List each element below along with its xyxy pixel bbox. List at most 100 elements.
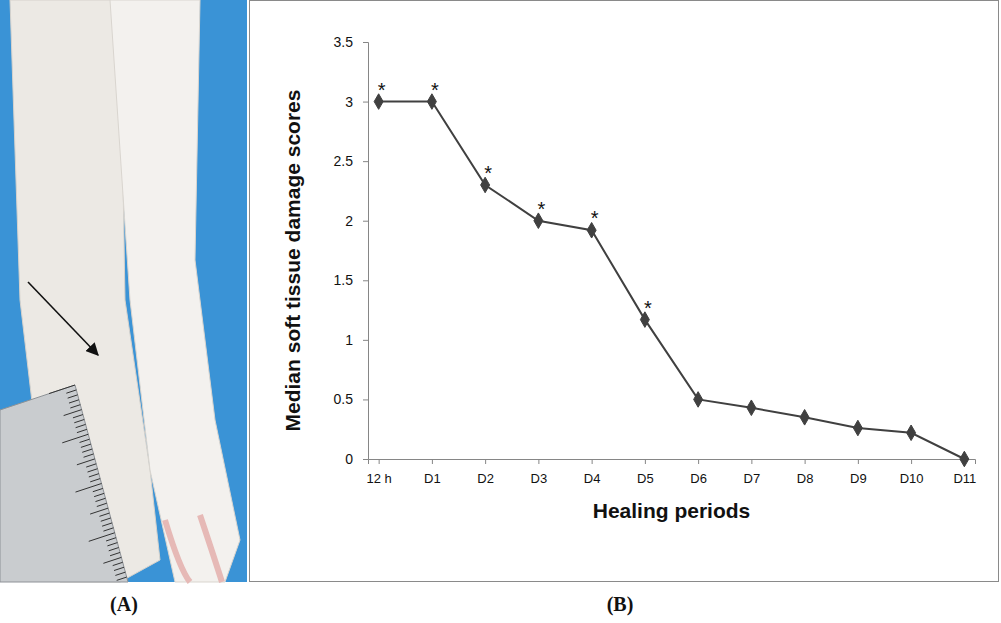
y-axis-line (363, 43, 369, 460)
point-marker (747, 400, 756, 416)
significance-mark: * (378, 79, 386, 101)
significance-mark: * (484, 162, 492, 184)
x-tick: D2 (477, 459, 494, 486)
x-tick: D8 (797, 459, 814, 486)
x-tick-mark (379, 459, 380, 464)
x-tick-mark (485, 459, 486, 464)
x-tick: D5 (637, 459, 654, 486)
ruler (0, 385, 128, 582)
x-tick: D6 (690, 459, 707, 486)
ruler-tick (74, 419, 84, 422)
x-tick-mark (751, 459, 752, 464)
x-tick-mark (645, 459, 646, 464)
ruler-tick (86, 464, 96, 467)
panel-label: (A) (110, 593, 138, 616)
leg-right (110, 0, 240, 582)
x-tick-mark (432, 459, 433, 464)
y-tick: 3 (345, 94, 368, 110)
ruler-tick (95, 498, 105, 501)
arrow (28, 282, 98, 355)
ruler-tick (77, 459, 95, 465)
ruler-tick (90, 508, 108, 514)
y-tick-mark (363, 340, 368, 341)
y-tick: 1.5 (334, 272, 368, 288)
x-tick-mark (858, 459, 859, 464)
y-tick-mark (363, 102, 368, 103)
significance-mark: * (591, 207, 599, 229)
x-tick-mark (911, 459, 912, 464)
ruler-tick (114, 567, 124, 570)
y-tick: 1 (345, 332, 368, 348)
significance-mark: * (431, 79, 439, 101)
point-marker (853, 420, 862, 436)
x-axis: 12 h D1 D2 D3 D4 D5 D6 D7 D8 D9 D10 D11 (366, 459, 976, 486)
ruler-tick (66, 390, 76, 393)
x-axis-title: Healing periods (593, 499, 751, 522)
ruler-tick (80, 439, 90, 442)
x-tick-label: D2 (477, 471, 494, 486)
point-marker (960, 451, 969, 467)
y-tick-label: 1 (345, 332, 353, 348)
ruler-tick (73, 415, 83, 418)
y-tick: 2 (345, 213, 368, 229)
x-tick-label: D8 (797, 471, 814, 486)
point-marker (800, 410, 809, 426)
ruler-tick (107, 543, 117, 546)
x-tick-label: D1 (424, 471, 441, 486)
y-tick-mark (363, 459, 368, 460)
x-tick-label: D10 (900, 471, 924, 486)
ruler-tick (82, 449, 92, 452)
x-tick: D9 (850, 459, 867, 486)
ruler-tick (93, 488, 103, 491)
ruler-tick (103, 557, 121, 563)
photo-background (0, 0, 247, 582)
annotations: * * * * * * (378, 79, 652, 319)
ruler-tick (69, 400, 79, 403)
x-tick: D3 (531, 459, 548, 486)
ruler-tick (77, 429, 87, 432)
ruler-tick (84, 454, 94, 457)
point-marker (694, 392, 703, 408)
ruler-tick (94, 493, 104, 496)
y-tick-label: 2.5 (334, 153, 354, 169)
ruler-tick (99, 513, 109, 516)
plot-marks (374, 94, 969, 467)
ruler-tick (81, 444, 91, 447)
ruler-tick (62, 434, 88, 443)
x-tick-label: D4 (584, 471, 601, 486)
ruler-tick (109, 548, 119, 551)
y-tick-mark (363, 42, 368, 43)
x-tick-label: D6 (690, 471, 707, 486)
x-tick-label: D3 (531, 471, 548, 486)
panel-label: (B) (607, 593, 634, 616)
x-tick-label: D11 (953, 471, 976, 486)
y-tick-mark (363, 161, 368, 162)
ruler-tick (106, 538, 116, 541)
panel-a-photo (0, 0, 247, 582)
x-tick: D10 (900, 459, 924, 486)
ruler-tick (89, 474, 99, 477)
y-tick-label: 3.5 (334, 34, 354, 50)
ruler-tick (88, 469, 98, 472)
x-tick: D1 (424, 459, 441, 486)
x-tick-mark (592, 459, 593, 464)
y-tick-label: 3 (345, 94, 353, 110)
y-tick-label: 0.5 (334, 391, 354, 407)
ruler-tick (115, 572, 125, 575)
ruler-tick (68, 395, 78, 398)
ruler-tick (64, 410, 82, 416)
ruler-tick (90, 479, 100, 482)
y-tick-label: 0 (345, 451, 353, 467)
x-tick-mark (805, 459, 806, 464)
x-tick: 12 h (366, 459, 391, 486)
y-tick-label: 1.5 (334, 272, 354, 288)
panel-b-frame (250, 1, 999, 582)
ruler-tick (110, 552, 120, 555)
significance-mark: * (537, 198, 545, 220)
ruler-tick (49, 385, 75, 394)
point-marker (907, 425, 916, 441)
x-tick: D7 (744, 459, 761, 486)
figure: 0 0.5 1 1.5 2 2.5 3 3.5 12 h D1 D2 D3 D4 D5 D6 D7 D8 D9 D1… (0, 0, 1001, 623)
significance-mark: * (644, 297, 652, 319)
ruler-tick (117, 577, 127, 580)
